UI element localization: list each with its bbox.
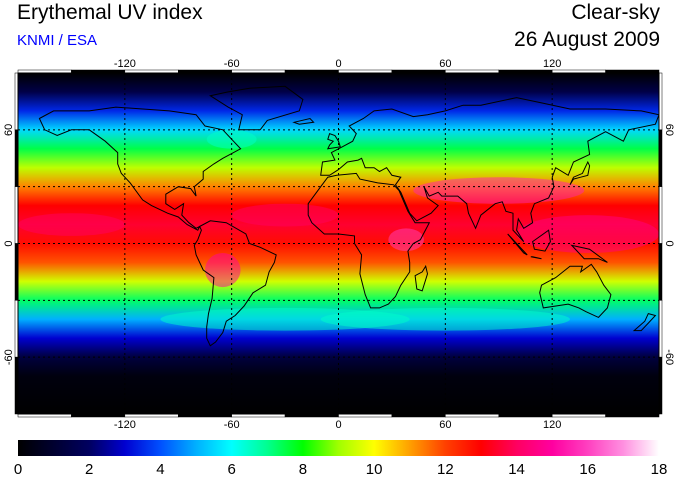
lon-tick-label-bottom: -60 [224, 419, 240, 431]
lon-tick-label-top: -60 [224, 58, 240, 70]
uv-hotspot [231, 203, 339, 227]
lat-tick-label-left: 0 [3, 240, 15, 246]
colorbar-tick-label: 12 [437, 461, 454, 478]
coastline [569, 160, 591, 186]
uv-hotspot [388, 228, 424, 252]
uv-hotspot [413, 177, 585, 204]
colorbar-tick-label: 6 [227, 461, 235, 478]
colorbar-tick-label: 4 [156, 461, 164, 478]
coastline [414, 264, 429, 292]
lat-tick-label-left: -60 [3, 349, 15, 365]
colorbar [18, 440, 659, 456]
coastline [326, 132, 341, 150]
lat-tick-label-left: 60 [3, 124, 15, 136]
axis-labels: -120 -120 -60 -60 0 0 60 60 120 120 60 60 0 0 -60 -60 [3, 58, 675, 431]
coastline [532, 229, 551, 252]
coastline [307, 172, 431, 309]
lon-tick-label-top: 120 [543, 58, 561, 70]
coastline [320, 97, 659, 242]
lon-tick-label-top: 60 [439, 58, 451, 70]
lon-tick-label-top: -120 [114, 58, 136, 70]
colorbar-tick-label: 2 [85, 461, 93, 478]
coastline [38, 106, 242, 231]
coastline [539, 263, 612, 319]
coastline [570, 244, 608, 263]
lon-tick-label-top: 0 [335, 58, 341, 70]
coastline [530, 256, 542, 260]
uv-hotspot [516, 215, 659, 253]
graticule [18, 73, 659, 414]
coastline [632, 313, 657, 332]
colorbar-labels: 0 2 4 6 8 10 12 14 16 18 [14, 461, 668, 478]
coastlines [38, 85, 659, 347]
coastline [193, 220, 277, 347]
coastline [209, 85, 304, 131]
lon-tick-label-bottom: 120 [543, 419, 561, 431]
date-label: 26 August 2009 [514, 28, 660, 51]
lon-tick-label-bottom: -120 [114, 419, 136, 431]
colorbar-tick-label: 0 [14, 461, 22, 478]
lat-tick-label-right: 0 [663, 240, 675, 246]
coastline [507, 233, 528, 256]
lon-tick-label-bottom: 60 [439, 419, 451, 431]
colorbar-tick-label: 16 [579, 461, 596, 478]
uv-hotspots [18, 129, 659, 331]
colorbar-tick-label: 14 [508, 461, 525, 478]
lat-tick-label-right: 60 [663, 124, 675, 136]
map-border [17, 72, 660, 415]
coastline [292, 117, 315, 125]
uv-hotspot [18, 213, 125, 236]
colorbar-tick-label: 8 [299, 461, 307, 478]
lon-tick-label-bottom: 0 [335, 419, 341, 431]
map-title: Erythemal UV index [17, 1, 203, 24]
credit-label: KNMI / ESA [17, 32, 98, 49]
sky-condition-label: Clear-sky [571, 1, 660, 24]
uv-hotspot [204, 252, 241, 288]
colorbar-tick-label: 10 [366, 461, 383, 478]
lat-tick-label-right: -60 [663, 349, 675, 365]
colorbar-tick-label: 18 [651, 461, 668, 478]
